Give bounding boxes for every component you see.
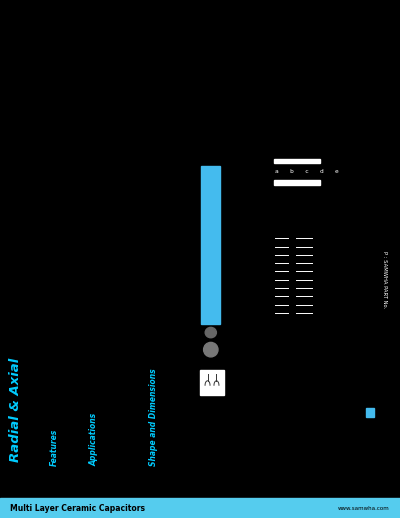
Text: t: t [209,287,213,289]
Text: t: t [209,301,213,303]
Text: L: L [209,258,213,261]
Text: Case: Case [209,181,213,193]
Text: Dia.: Dia. [209,269,213,278]
Text: Shape and Dimensions: Shape and Dimensions [150,369,158,466]
Text: T: T [209,229,213,232]
Text: Radial & Axial: Radial & Axial [9,358,22,462]
Text: Marking: Marking [209,163,213,183]
Ellipse shape [204,342,218,357]
Text: PR: PR [209,198,213,205]
Bar [200,370,224,395]
Text: CODE: CODE [209,310,213,323]
Text: P : SAMWHA PART No.: P : SAMWHA PART No. [382,251,387,308]
Text: Applications: Applications [90,413,98,466]
Text: ___________: ___________ [275,156,316,161]
Text: Multi Layer Ceramic Capacitors: Multi Layer Ceramic Capacitors [10,503,145,513]
Bar [274,180,320,185]
Bar [0,498,400,518]
Text: ___________: ___________ [275,181,316,186]
Bar [274,159,320,163]
Text: Features: Features [50,429,58,466]
Ellipse shape [205,327,216,338]
Bar [366,408,374,417]
Text: Dia.: Dia. [209,240,213,250]
Text: +0.5/-0.5: +0.5/-0.5 [209,205,213,227]
Text: www.samwha.com: www.samwha.com [338,506,390,511]
Text: a   b   c   d   e: a b c d e [275,169,339,175]
Bar [201,166,220,324]
